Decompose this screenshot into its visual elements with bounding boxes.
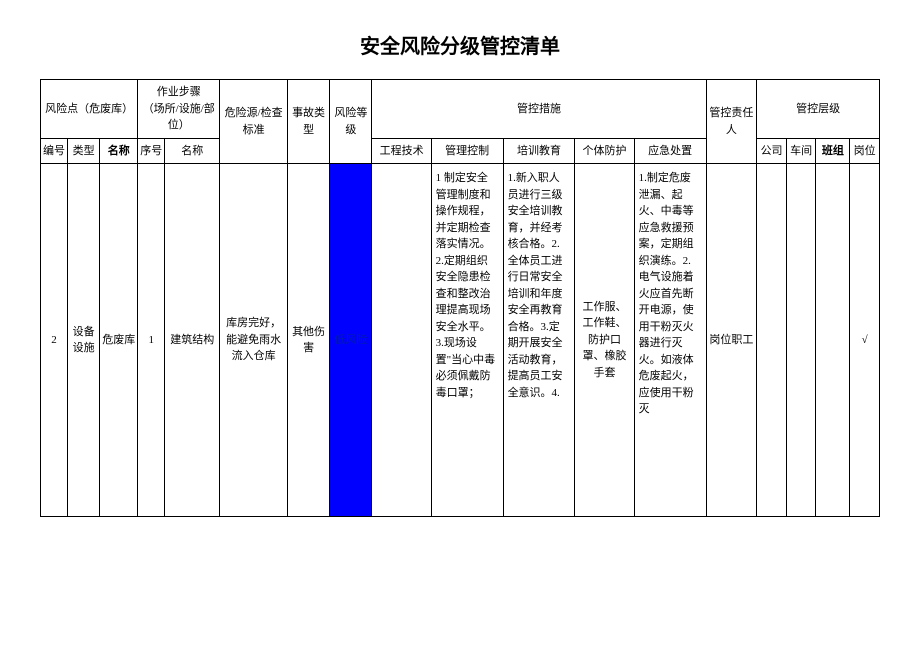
risk-table: 风险点（危废库） 作业步骤 （场所/设施/部位） 危险源/检查标准 事故类型 风… — [40, 79, 880, 517]
cell-mgmt-ctrl: 1 制定安全管理制度和操作规程，并定期检查落实情况。2.定期组织安全隐患检查和整… — [431, 164, 503, 517]
header-row-1: 风险点（危废库） 作业步骤 （场所/设施/部位） 危险源/检查标准 事故类型 风… — [41, 80, 880, 139]
cell-team — [816, 164, 850, 517]
cell-step-name: 建筑结构 — [165, 164, 220, 517]
hdr-control-level: 管控层级 — [757, 80, 880, 139]
hdr-training: 培训教育 — [503, 138, 575, 164]
cell-post: √ — [850, 164, 880, 517]
cell-company — [757, 164, 787, 517]
table-row: 2 设备设施 危废库 1 建筑结构 库房完好，能避免雨水流入仓库 其他伤害 低风… — [41, 164, 880, 517]
cell-type: 设备设施 — [68, 164, 100, 517]
hdr-name: 名称 — [100, 138, 138, 164]
hdr-eng-tech: 工程技术 — [372, 138, 431, 164]
hdr-company: 公司 — [757, 138, 787, 164]
hdr-post: 岗位 — [850, 138, 880, 164]
hdr-type: 类型 — [68, 138, 100, 164]
hdr-responsible: 管控责任人 — [706, 80, 757, 164]
hdr-mgmt-ctrl: 管理控制 — [431, 138, 503, 164]
hdr-team: 班组 — [816, 138, 850, 164]
hdr-workshop: 车间 — [786, 138, 816, 164]
hdr-hazard-std: 危险源/检查标准 — [220, 80, 288, 164]
cell-step-no: 1 — [138, 164, 165, 517]
hdr-risk-point: 风险点（危废库） — [41, 80, 138, 139]
hdr-accident-type: 事故类型 — [287, 80, 329, 164]
cell-ppe: 工作服、工作鞋、防护口罩、橡胶手套 — [575, 164, 634, 517]
cell-workshop — [786, 164, 816, 517]
cell-name: 危废库 — [100, 164, 138, 517]
hdr-step-no: 序号 — [138, 138, 165, 164]
cell-hazard-std: 库房完好，能避免雨水流入仓库 — [220, 164, 288, 517]
cell-eng-tech — [372, 164, 431, 517]
cell-risk-level: 低风险 — [330, 164, 372, 517]
hdr-risk-level: 风险等级 — [330, 80, 372, 164]
hdr-step-name: 名称 — [165, 138, 220, 164]
hdr-seq-no: 编号 — [41, 138, 68, 164]
cell-responsible: 岗位职工 — [706, 164, 757, 517]
cell-training: 1.新入职人员进行三级安全培训教育，并经考核合格。2.全体员工进行日常安全培训和… — [503, 164, 575, 517]
hdr-emergency: 应急处置 — [634, 138, 706, 164]
page-title: 安全风险分级管控清单 — [40, 30, 880, 59]
hdr-control-measures: 管控措施 — [372, 80, 706, 139]
cell-seq-no: 2 — [41, 164, 68, 517]
hdr-ppe: 个体防护 — [575, 138, 634, 164]
cell-accident-type: 其他伤害 — [287, 164, 329, 517]
hdr-operation: 作业步骤 （场所/设施/部位） — [138, 80, 220, 139]
cell-emergency: 1.制定危废泄漏、起火、中毒等应急救援预案，定期组织演练。2.电气设施着火应首先… — [634, 164, 706, 517]
